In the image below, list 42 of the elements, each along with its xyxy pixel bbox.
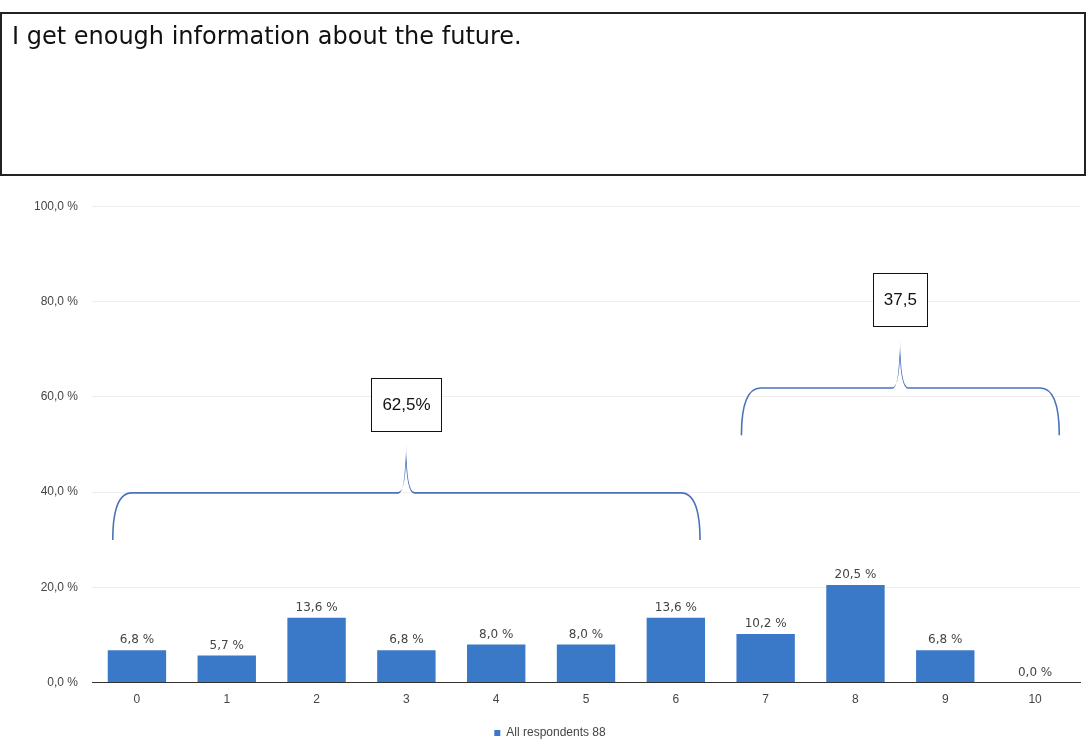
bar [916,650,975,683]
x-tick-label: 2 [313,692,321,707]
bar [646,617,706,683]
y-tick-label: 20,0 % [40,579,79,594]
legend-label: All respondents 88 [506,725,607,740]
data-label: 5,7 % [209,637,244,652]
x-tick-label: 4 [492,692,500,707]
x-tick-label: 9 [941,692,949,707]
bar [197,655,256,683]
x-tick-label: 8 [852,692,860,707]
y-tick-label: 80,0 % [40,293,79,308]
data-label: 6,8 % [119,632,155,647]
y-tick-label: 40,0 % [40,484,79,499]
data-label: 13,6 % [654,599,697,614]
x-tick-label: 3 [403,692,411,707]
x-tick-label: 5 [582,692,590,707]
data-label: 8,0 % [479,626,514,641]
bar [377,650,436,683]
data-label: 6,8 % [928,632,963,647]
annotation: 37,5 [872,273,928,328]
bar [556,644,616,683]
x-tick-label: 0 [133,692,141,707]
annotation: 62,5% [371,378,442,433]
y-tick-label: 60,0 % [40,389,79,404]
x-tick-label: 1 [223,692,231,707]
bar [826,584,885,683]
data-label: 8,0 % [568,626,604,641]
data-label: 6,8 % [389,632,424,647]
bar [467,644,526,683]
y-tick-label: 100,0 % [33,198,79,213]
data-label: 10,2 % [744,616,787,631]
data-label: 13,6 % [295,599,338,614]
x-tick-label: 6 [672,692,680,707]
data-label: 0,0 % [1017,664,1053,679]
x-tick-label: 7 [762,692,770,707]
bar [287,617,346,683]
bar [736,634,795,683]
data-label: 20,5 % [834,567,877,582]
x-tick-label: 10 [1028,692,1043,707]
y-tick-label: 0,0 % [47,674,79,689]
bar [107,650,167,683]
chart-title: I get enough information about the future. [0,12,1086,176]
